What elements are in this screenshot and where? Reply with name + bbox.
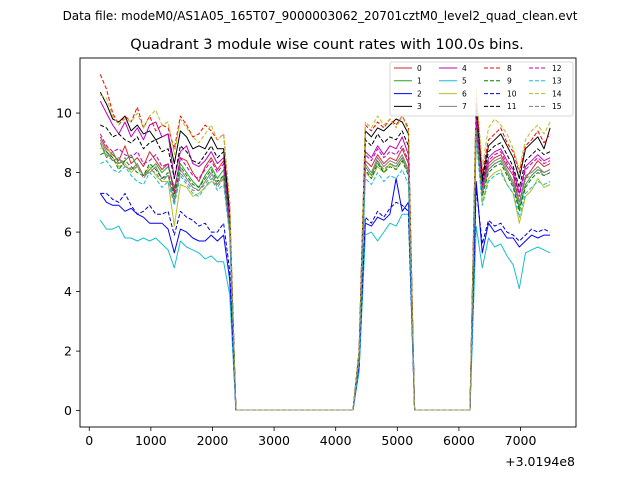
- x-tick-label: 1000: [135, 433, 167, 448]
- x-tick-label: 7000: [505, 433, 537, 448]
- series-line-8: [99, 74, 551, 411]
- x-tick-label: 3000: [258, 433, 290, 448]
- x-tick-label: 6000: [443, 433, 475, 448]
- x-offset-label: +3.0194e8: [505, 454, 575, 469]
- series-line-11: [100, 109, 551, 411]
- x-tick-label: 4000: [320, 433, 352, 448]
- legend-label-1: 1: [417, 77, 422, 86]
- x-tick-label: 2000: [197, 433, 229, 448]
- y-tick-label: 2: [64, 344, 72, 359]
- legend-label-2: 2: [417, 89, 422, 98]
- series-line-5: [99, 213, 551, 411]
- series-line-14: [100, 88, 551, 411]
- series-line-9: [100, 130, 551, 411]
- y-tick-label: 6: [64, 225, 72, 240]
- legend-label-5: 5: [462, 77, 467, 86]
- series-line-4: [99, 100, 551, 411]
- chart-title: Quadrant 3 module wise count rates with …: [130, 37, 524, 53]
- legend-label-12: 12: [552, 64, 562, 73]
- legend-label-7: 7: [462, 102, 467, 111]
- x-tick-label: 0: [85, 433, 93, 448]
- series-line-15: [99, 130, 551, 411]
- data-file-label: Data file: modeM0/AS1A05_165T07_90000030…: [63, 9, 578, 23]
- series-line-10: [100, 186, 551, 411]
- y-tick-label: 8: [64, 165, 72, 180]
- plot-frame: [79, 57, 577, 428]
- x-tick-label: 5000: [381, 433, 413, 448]
- legend-label-4: 4: [462, 64, 467, 73]
- legend-label-9: 9: [507, 77, 512, 86]
- y-tick-label: 10: [56, 106, 72, 121]
- legend-box: [389, 61, 574, 117]
- legend-label-15: 15: [552, 102, 562, 111]
- legend-label-0: 0: [417, 64, 422, 73]
- legend-label-10: 10: [507, 89, 517, 98]
- legend-label-13: 13: [552, 77, 562, 86]
- legend-label-14: 14: [552, 89, 562, 98]
- legend-label-3: 3: [417, 102, 422, 111]
- axis-layer: 0 1000 2000 3000 4000 5000 6000 7000 0 2 4 6 8 10: [56, 106, 536, 448]
- legend-label-8: 8: [507, 64, 512, 73]
- series-line-2: [99, 178, 551, 411]
- series-layer: [99, 74, 551, 411]
- legend-label-11: 11: [507, 102, 517, 111]
- y-tick-label: 0: [64, 403, 72, 418]
- y-tick-label: 4: [64, 284, 72, 299]
- legend-label-6: 6: [462, 89, 467, 98]
